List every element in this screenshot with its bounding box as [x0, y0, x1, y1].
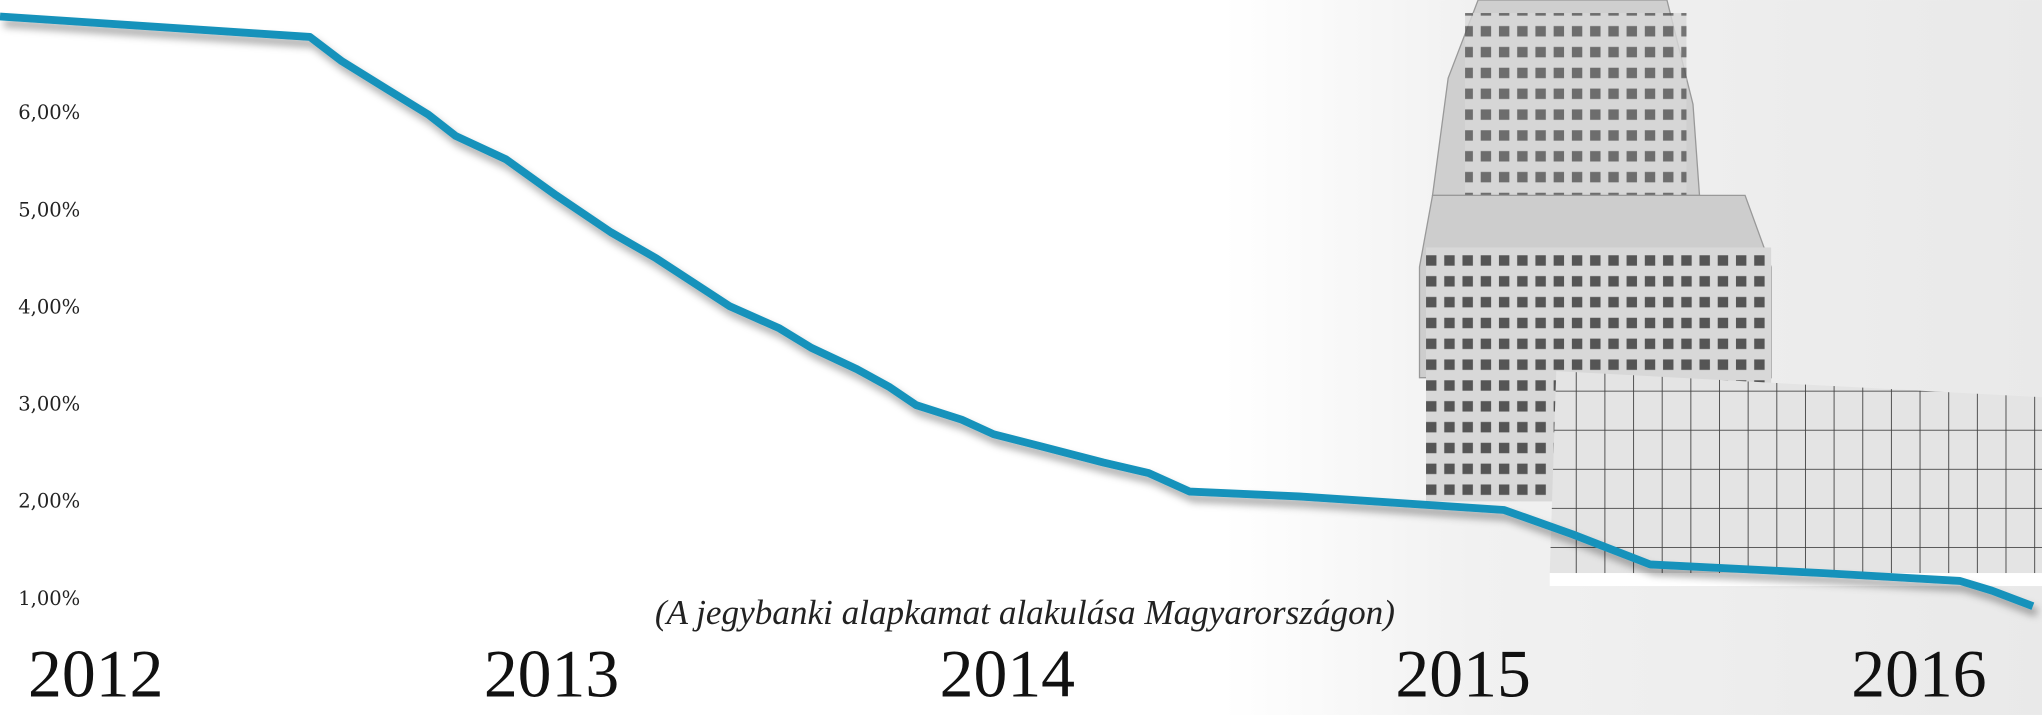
y-tick-label: 4,00% [18, 295, 80, 318]
y-tick-label: 5,00% [18, 198, 80, 221]
x-tick-label: 2015 [1395, 637, 1530, 712]
x-tick-label: 2013 [484, 637, 619, 712]
y-tick-label: 3,00% [18, 393, 80, 416]
chart: 1,00% 2,00% 3,00% 4,00% 5,00% 6,00% 2012 2013 20… [0, 0, 2042, 715]
x-tick-label: 2016 [1851, 637, 1986, 712]
y-tick-label: 2,00% [18, 490, 80, 513]
x-tick-label: 2014 [940, 637, 1075, 712]
y-tick-label: 6,00% [18, 101, 80, 124]
page: {"chart_data": {"type": "line", "title":… [0, 0, 2042, 715]
x-tick-label: 2012 [28, 637, 163, 712]
chart-title: (A jegybanki alapkamat alakulása Magyaro… [655, 593, 1395, 632]
y-tick-label: 1,00% [18, 587, 80, 610]
